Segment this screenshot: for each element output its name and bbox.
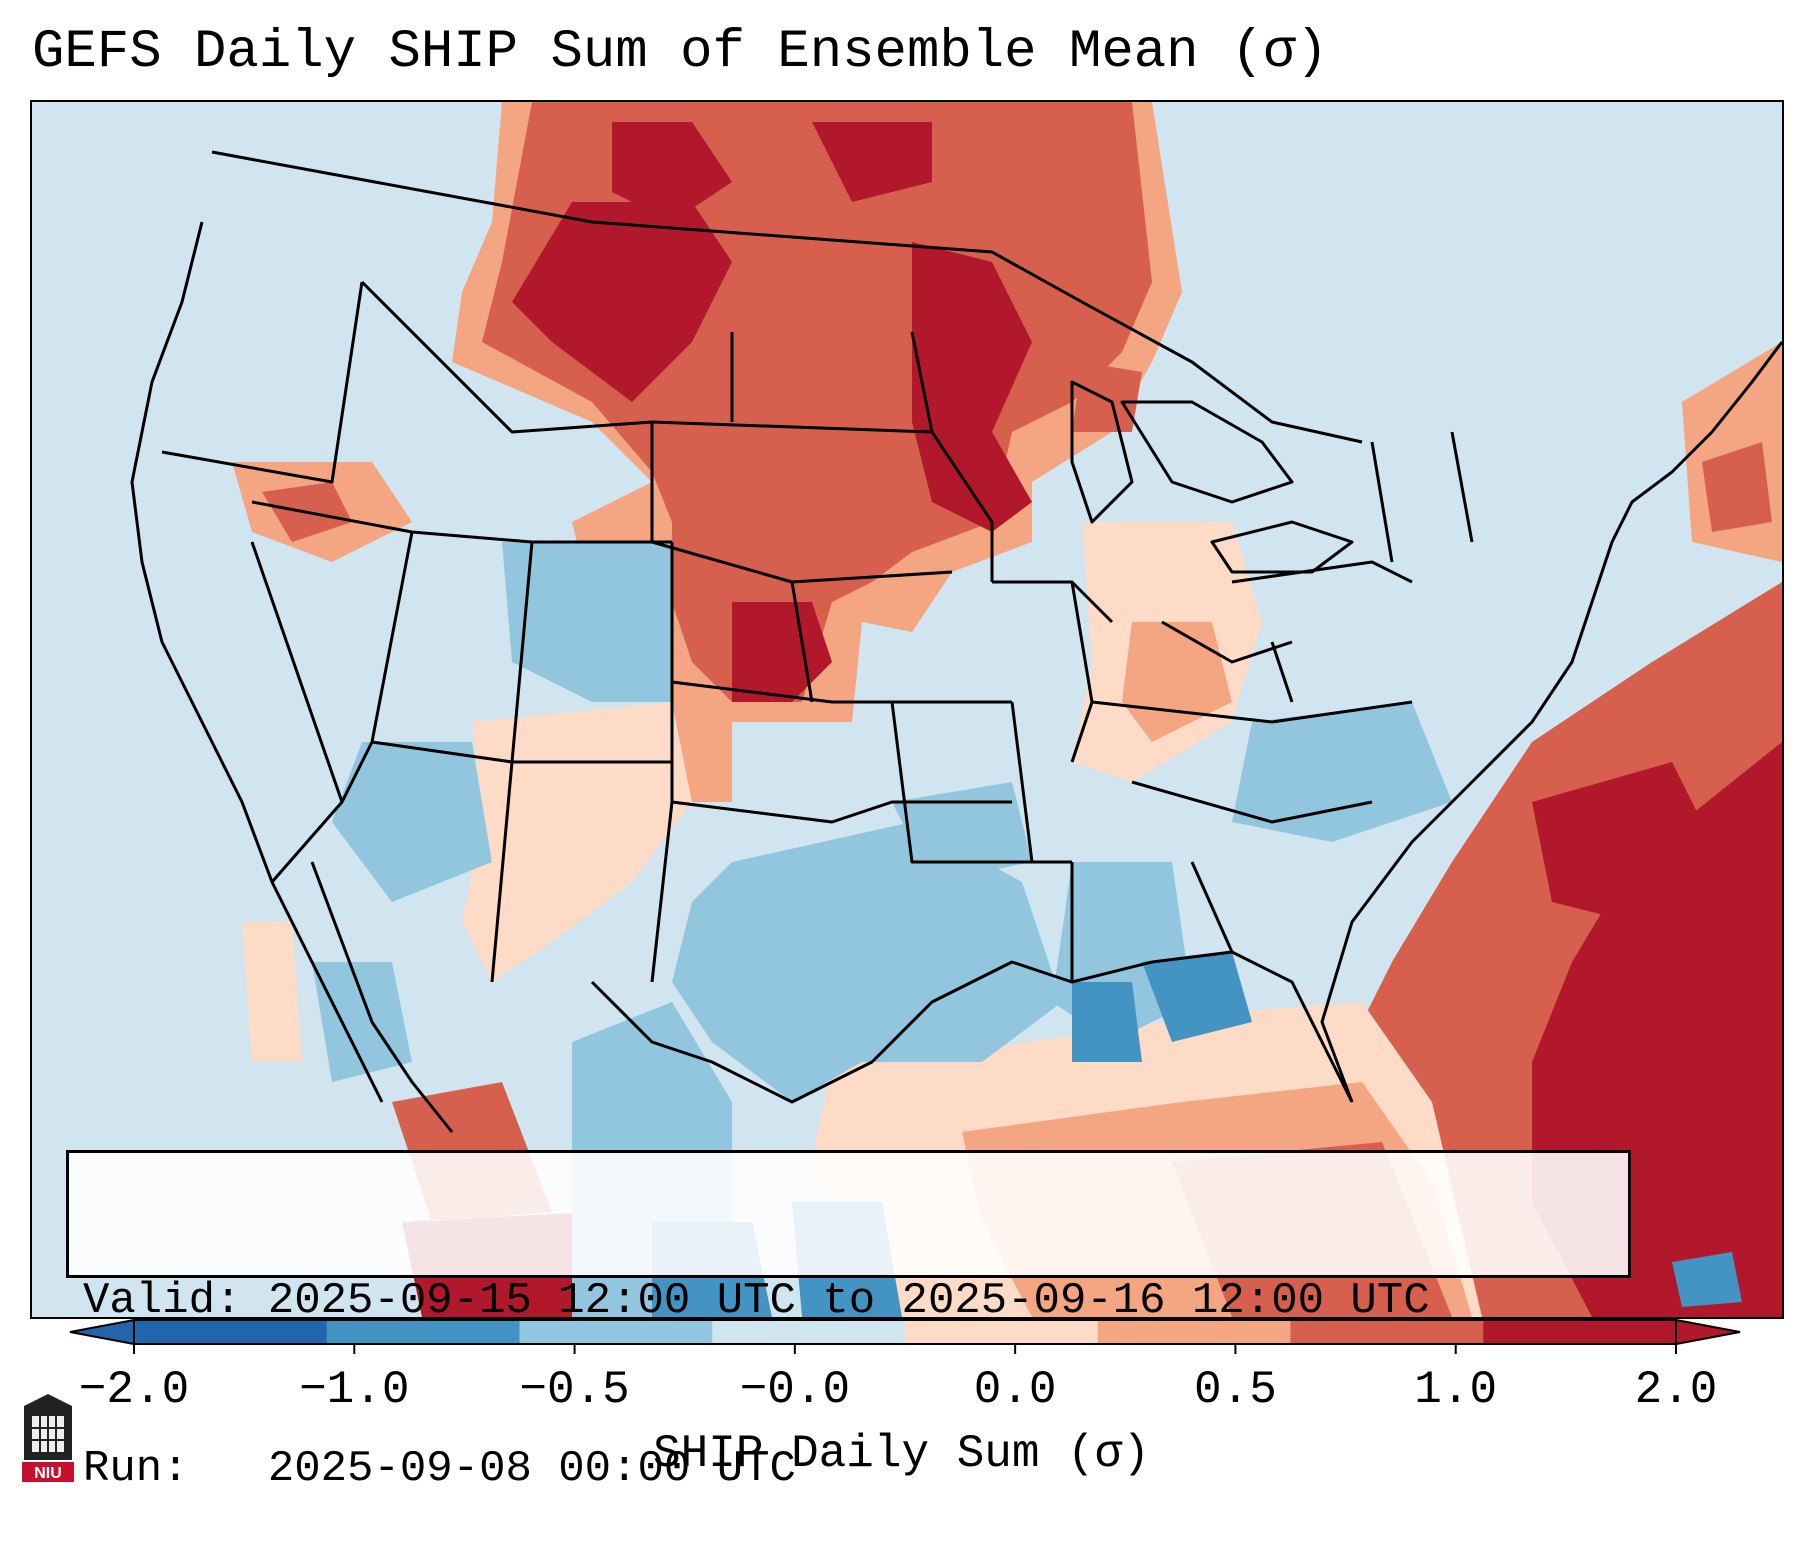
colorbar-label: SHIP Daily Sum (σ) [653,1428,1150,1480]
colorbar-extend-low [69,1318,135,1346]
colorbar-extend-high [1675,1318,1741,1346]
map-title: GEFS Daily SHIP Sum of Ensemble Mean (σ) [32,22,1329,83]
colorbar-tick-label: −1.0 [299,1364,410,1416]
colorbar-segment [1290,1320,1484,1344]
map-boundaries [130,150,1782,1133]
colorbar-segment [905,1320,1099,1344]
colorbar-tick-label: −2.0 [78,1364,190,1416]
colorbar-tick-label: −0.5 [519,1364,630,1416]
colorbar-segment [712,1320,906,1344]
colorbar-tick-label: 2.0 [1634,1364,1718,1416]
colorbar-svg [69,1318,1741,1354]
colorbar-outline [133,1319,1677,1345]
run-time-text: Run: 2025-09-08 00:00 UTC [83,1444,796,1494]
colorbar-segment [519,1320,713,1344]
logo-text: NIU [34,1465,62,1482]
valid-time-text: Valid: 2025-09-15 12:00 UTC to 2025-09-1… [83,1276,1430,1326]
map-panel[interactable] [30,100,1784,1319]
map-canvas [32,102,1782,1317]
valid-run-info-box: Valid: 2025-09-15 12:00 UTC to 2025-09-1… [66,1150,1631,1494]
colorbar-tick-label: 0.5 [1194,1364,1277,1416]
colorbar-tick-label: −0.0 [739,1364,851,1416]
colorbar-segment [326,1320,520,1344]
colorbar-tick-label: 0.0 [973,1364,1057,1416]
colorbar-tick-label: 1.0 [1414,1364,1498,1416]
colorbar [69,1318,1741,1354]
niu-logo: NIU [22,1394,74,1482]
colorbar-segment [134,1320,328,1344]
colorbar-segment [1483,1320,1677,1344]
colorbar-segment [1097,1320,1291,1344]
